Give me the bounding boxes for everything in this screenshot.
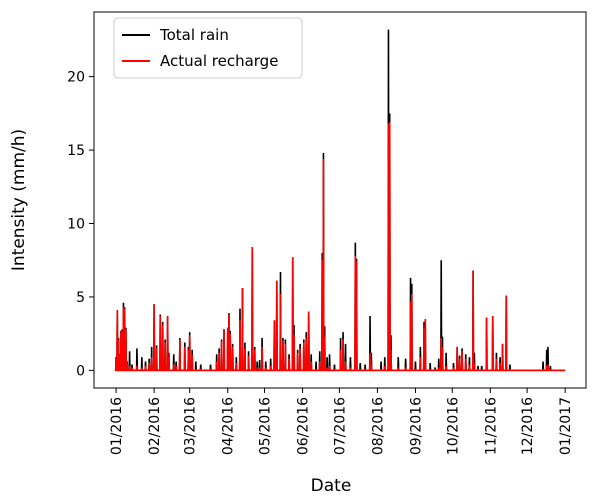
- x-tick-label-11: 12/2016: [520, 397, 536, 455]
- y-tick-label-0: 0: [76, 363, 85, 379]
- y-tick-label-3: 15: [67, 143, 85, 159]
- x-tick-label-12: 01/2017: [558, 397, 574, 455]
- x-tick-label-10: 11/2016: [483, 397, 499, 455]
- legend-label-0: Total rain: [159, 26, 229, 44]
- plot-area: 0 5 10 15 20 01/2016 02/2016 03/2016 04/2016 05/2…: [67, 11, 587, 455]
- x-axis-label: Date: [311, 476, 352, 496]
- x-tick-label-9: 10/2016: [445, 397, 461, 455]
- series-line-1: [114, 122, 566, 372]
- y-tick-label-2: 10: [67, 217, 85, 233]
- y-axis-label: Intensity (mm/h): [9, 129, 29, 271]
- y-tick-label-4: 20: [67, 70, 85, 86]
- x-tick-label-1: 02/2016: [147, 397, 163, 455]
- legend-label-1: Actual recharge: [160, 52, 278, 70]
- y-axis-label-group: Intensity (mm/h): [9, 129, 29, 271]
- x-tick-label-8: 09/2016: [408, 397, 424, 455]
- legend-box: [113, 17, 303, 79]
- x-tick-label-3: 04/2016: [221, 397, 237, 455]
- plot-frame: [93, 11, 587, 389]
- x-tick-label-0: 01/2016: [109, 397, 125, 455]
- x-tick-label-5: 06/2016: [296, 397, 312, 455]
- x-tick-label-7: 08/2016: [370, 397, 386, 455]
- x-tick-label-4: 05/2016: [258, 397, 274, 455]
- x-tick-label-2: 03/2016: [183, 397, 199, 455]
- series-line-0: [114, 29, 566, 372]
- y-tick-label-1: 5: [76, 290, 85, 306]
- x-tick-label-6: 07/2016: [332, 397, 348, 455]
